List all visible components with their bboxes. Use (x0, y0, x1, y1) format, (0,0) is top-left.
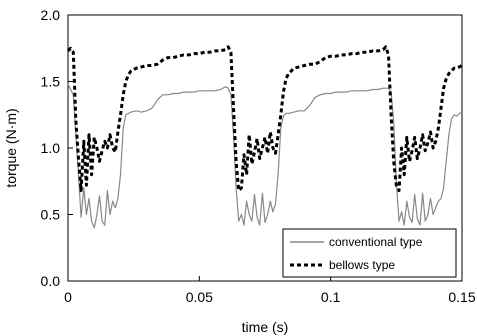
x-axis-title: time (s) (242, 319, 289, 335)
series-line-conventional (67, 83, 463, 229)
y-axis-ticks: 0.0 0.5 1.0 1.5 2.0 (41, 7, 73, 289)
y-tick-label: 0.5 (41, 207, 61, 223)
series-line-bellows (66, 45, 463, 193)
x-tick-label: 0 (64, 289, 72, 305)
x-tick-label: 0.05 (186, 289, 213, 305)
y-tick-label: 2.0 (41, 7, 61, 23)
y-tick-label: 1.0 (41, 140, 61, 156)
legend: conventional type bellows type (282, 228, 457, 278)
x-axis-ticks: 0 0.05 0.1 0.15 (64, 276, 476, 305)
x-tick-label: 0.1 (321, 289, 341, 305)
legend-box (282, 228, 457, 278)
y-tick-label: 0.0 (41, 273, 61, 289)
legend-label-conventional: conventional type (329, 235, 423, 249)
legend-label-bellows: bellows type (329, 258, 395, 272)
y-tick-label: 1.5 (41, 74, 61, 90)
x-tick-label: 0.15 (448, 289, 475, 305)
y-axis-title: torque (N·m) (3, 108, 19, 187)
series-layer (66, 45, 463, 229)
